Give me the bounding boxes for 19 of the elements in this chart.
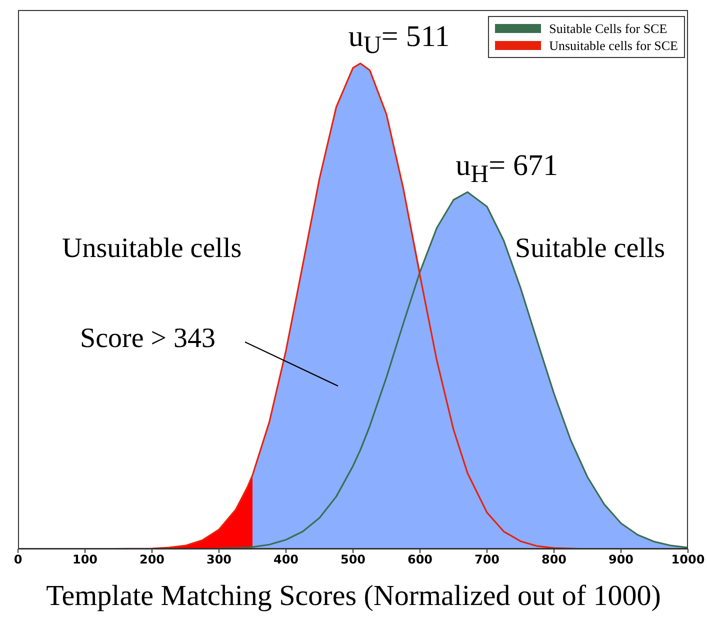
x-tick-label: 100 <box>72 552 98 567</box>
annotation: Score > 343 <box>80 322 216 356</box>
x-axis-title: Template Matching Scores (Normalized out of 1000) <box>45 580 662 613</box>
x-tick-label: 500 <box>340 552 366 567</box>
x-tick-label: 900 <box>608 552 634 567</box>
x-tick-label: 800 <box>541 552 567 567</box>
annotation: u$_{U}$= 511 <box>348 20 450 62</box>
annotation: Unsuitable cells <box>62 232 242 266</box>
annotation: u$_{H}$= 671 <box>456 149 558 190</box>
legend-label: Suitable Cells for SCE <box>549 20 668 36</box>
x-tick-label: 300 <box>206 552 232 567</box>
x-tick-label: 700 <box>474 552 500 567</box>
x-tick-label: 200 <box>139 552 165 567</box>
x-tick-label: 600 <box>407 552 433 567</box>
x-tick-label: 400 <box>273 552 299 567</box>
annotation: Suitable cells <box>515 232 666 266</box>
legend-label: Unsuitable cells for SCE <box>549 38 678 54</box>
x-tick-label: 1000 <box>671 552 705 567</box>
x-tick-label: 0 <box>14 552 22 567</box>
